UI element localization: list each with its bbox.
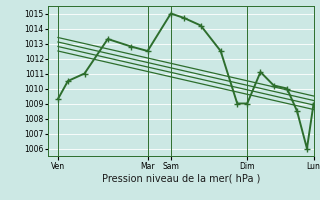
X-axis label: Pression niveau de la mer( hPa ): Pression niveau de la mer( hPa ) [102, 173, 260, 183]
